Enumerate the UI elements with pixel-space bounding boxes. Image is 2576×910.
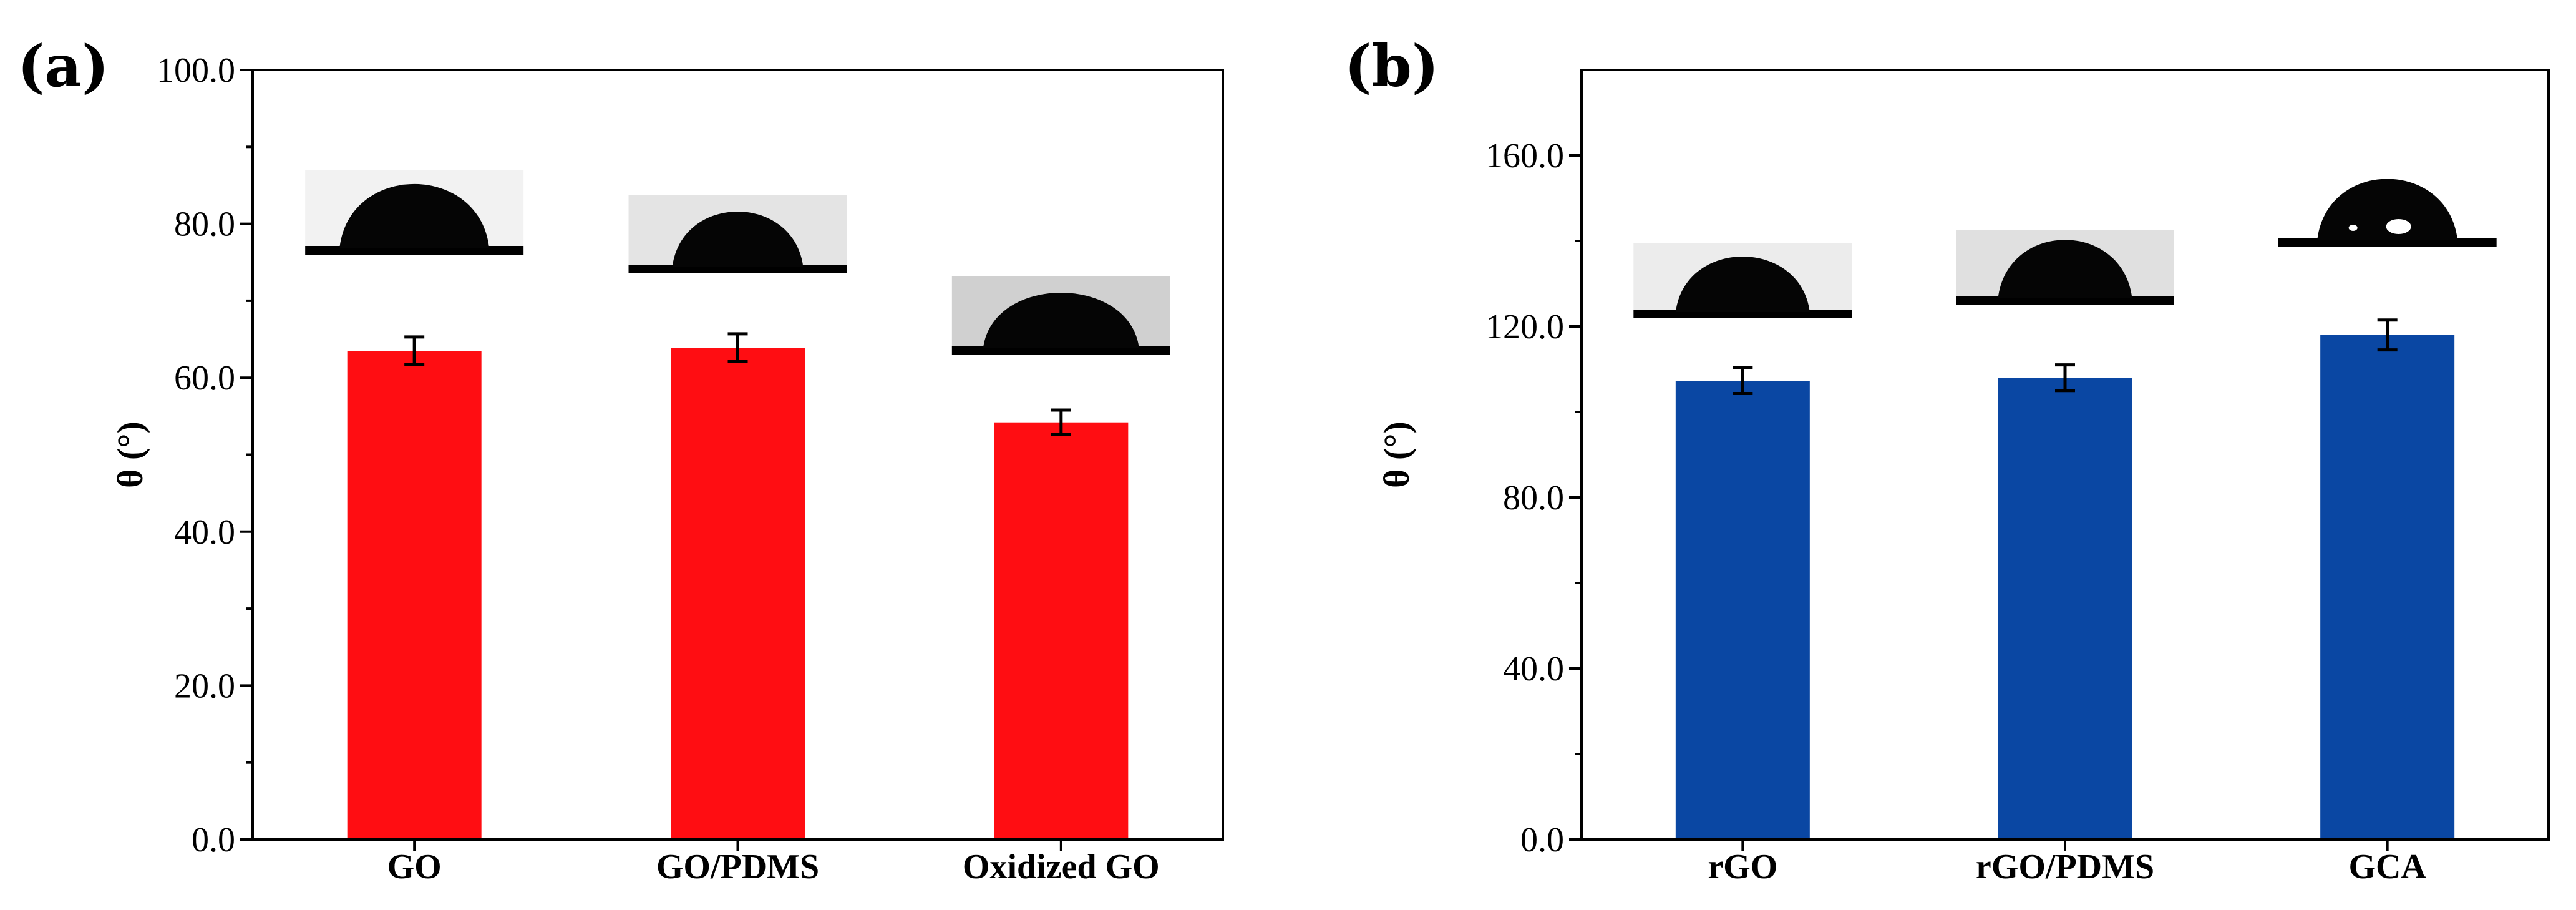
x-tick-label: GO/PDMS [656, 848, 819, 886]
droplet-shape [1675, 256, 1810, 312]
x-tick-label: GO [387, 848, 442, 886]
droplet-shape [1998, 240, 2132, 298]
droplet-shape [672, 211, 804, 267]
y-tick-label: 40.0 [1503, 650, 1564, 688]
droplet-shape [983, 292, 1139, 348]
water-droplet-photo [2278, 172, 2497, 247]
panel-label: (b) [1344, 32, 1439, 100]
plot-frame [1580, 69, 2550, 841]
y-axis-label: θ (°) [1376, 421, 1417, 488]
y-tick-label: 60.0 [174, 359, 235, 398]
chart-panel-a: (a) GO GO/PDMS Oxidized GO 0.0 20.0 40.0 60.0 80… [17, 32, 1224, 886]
water-droplet-photo [305, 170, 524, 255]
y-tick-label: 20.0 [174, 667, 235, 705]
error-bar [1051, 408, 1071, 436]
water-droplet-photo [951, 276, 1170, 355]
x-tick-label: Oxidized GO [963, 848, 1160, 886]
x-tick-label: rGO/PDMS [1976, 848, 2154, 886]
droplet-highlight [2386, 219, 2411, 234]
error-bar [2055, 363, 2075, 393]
error-bar [727, 332, 748, 363]
plot-frame [251, 69, 1224, 841]
error-bar [1733, 366, 1753, 396]
bar-gca [2320, 335, 2455, 839]
y-tick-label: 80.0 [174, 205, 235, 244]
water-droplet-photo [1633, 243, 1852, 318]
y-axis-label: θ (°) [110, 421, 150, 488]
y-tick-label: 80.0 [1503, 479, 1564, 517]
chart-panel-b: (b) rGO rGO/PDMS GCA 0.0 40.0 80.0 120.0 160.0 θ … [1344, 32, 2550, 886]
bar-go-pdms [671, 348, 805, 839]
y-tick-label: 0.0 [192, 821, 235, 859]
y-tick-label: 100.0 [157, 51, 235, 90]
droplet-highlight [2348, 225, 2358, 231]
y-tick-label: 0.0 [1520, 821, 1564, 859]
x-tick-label: rGO [1708, 848, 1777, 886]
error-bar [404, 335, 425, 366]
y-tick-label: 160.0 [1485, 137, 1564, 175]
bar-rgo [1675, 380, 1810, 839]
panel-label: (a) [17, 32, 109, 100]
error-bar [2377, 318, 2398, 352]
bar-rgo-pdms [1998, 378, 2132, 839]
y-tick-label: 40.0 [174, 513, 235, 552]
droplet-shape [339, 183, 490, 248]
y-tick-label: 120.0 [1485, 308, 1564, 346]
water-droplet-photo [628, 195, 847, 273]
bar-go [347, 351, 482, 839]
bar-oxidized-go [994, 422, 1129, 839]
water-droplet-photo [1956, 230, 2174, 305]
x-tick-label: GCA [2348, 848, 2426, 886]
